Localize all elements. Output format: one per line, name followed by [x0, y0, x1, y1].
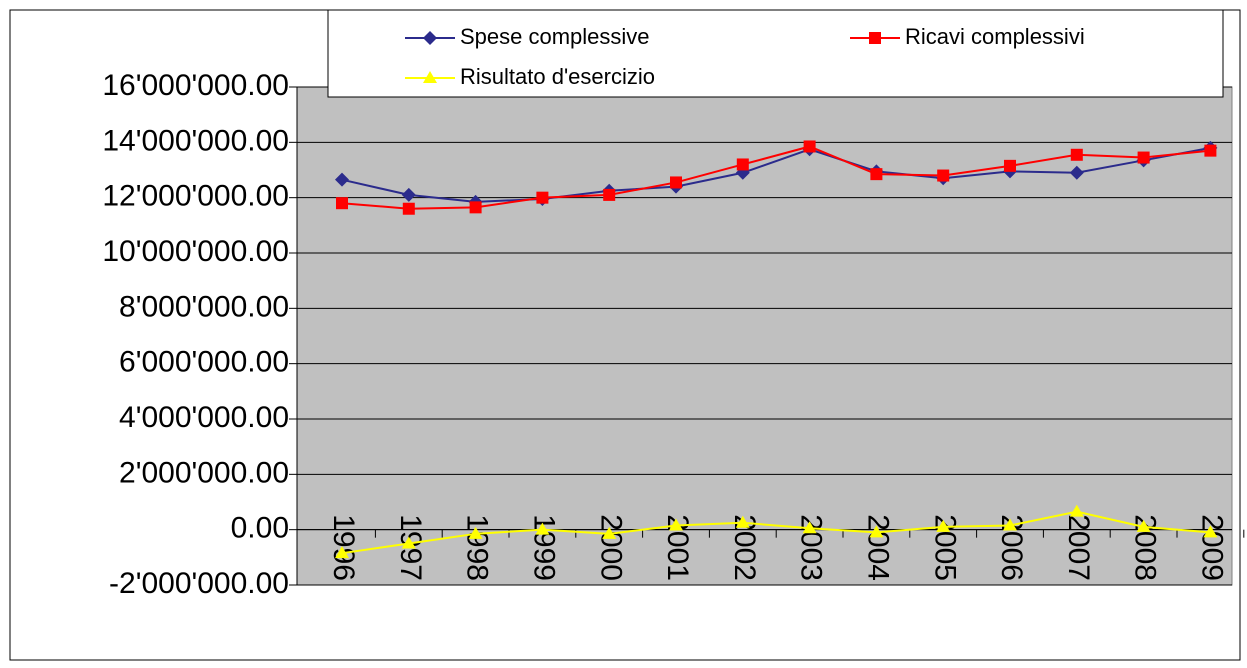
data-point: [803, 140, 816, 153]
y-tick-label: 14'000'000.00: [102, 124, 289, 157]
data-point: [602, 526, 617, 539]
x-tick-label: 2007: [1062, 514, 1095, 581]
data-point: [670, 176, 682, 189]
data-point: [336, 197, 348, 210]
data-point: [870, 168, 883, 181]
data-point: [603, 188, 616, 201]
data-point: [536, 191, 549, 204]
legend-marker: [423, 31, 437, 45]
y-tick-label: 2'000'000.00: [119, 456, 289, 489]
data-point: [468, 526, 483, 539]
legend-label: Spese complessive: [460, 24, 650, 49]
data-point: [401, 536, 416, 549]
data-point: [869, 525, 884, 538]
data-point: [1069, 504, 1084, 517]
data-point: [401, 187, 416, 202]
legend-label: Ricavi complessivi: [905, 24, 1085, 49]
series-line: [341, 146, 1211, 203]
data-point: [735, 515, 750, 528]
legend-label: Risultato d'esercizio: [460, 64, 655, 89]
x-tick-label: 1996: [327, 514, 360, 581]
data-point: [936, 519, 951, 532]
x-tick-label: 2009: [1195, 514, 1228, 581]
data-point: [802, 521, 817, 534]
legend-marker: [423, 71, 437, 83]
data-point: [1204, 144, 1217, 157]
y-tick-label: 10'000'000.00: [102, 235, 289, 268]
legend: [327, 9, 1224, 98]
y-tick-label: 4'000'000.00: [119, 401, 289, 434]
x-tick-label: 2004: [861, 514, 894, 581]
y-tick-label: 8'000'000.00: [119, 290, 289, 323]
data-point: [1137, 151, 1150, 164]
series-line: [341, 510, 1211, 555]
y-tick-label: 6'000'000.00: [119, 346, 289, 379]
data-point: [1070, 148, 1083, 161]
y-tick-label: 12'000'000.00: [102, 180, 289, 213]
data-point: [535, 522, 550, 535]
y-tick-label: 0.00: [231, 512, 289, 545]
data-point: [1003, 518, 1017, 531]
data-point: [669, 518, 683, 531]
data-point: [937, 169, 950, 182]
x-tick-label: 2000: [594, 514, 627, 581]
data-point: [469, 201, 482, 214]
data-point: [402, 202, 415, 215]
x-tick-label: 1998: [461, 514, 494, 581]
legend-marker: [869, 32, 881, 44]
data-point: [1069, 165, 1084, 180]
data-point: [1136, 519, 1151, 532]
data-point: [1203, 525, 1218, 538]
series-line: [341, 145, 1211, 210]
data-point: [736, 158, 749, 171]
y-tick-label: 16'000'000.00: [102, 69, 289, 102]
data-point: [335, 546, 349, 559]
x-tick-label: 1999: [527, 514, 560, 581]
data-point: [1004, 159, 1016, 172]
data-point: [335, 172, 349, 187]
plot-area: [296, 86, 1233, 586]
y-tick-label: -2'000'000.00: [109, 567, 289, 600]
